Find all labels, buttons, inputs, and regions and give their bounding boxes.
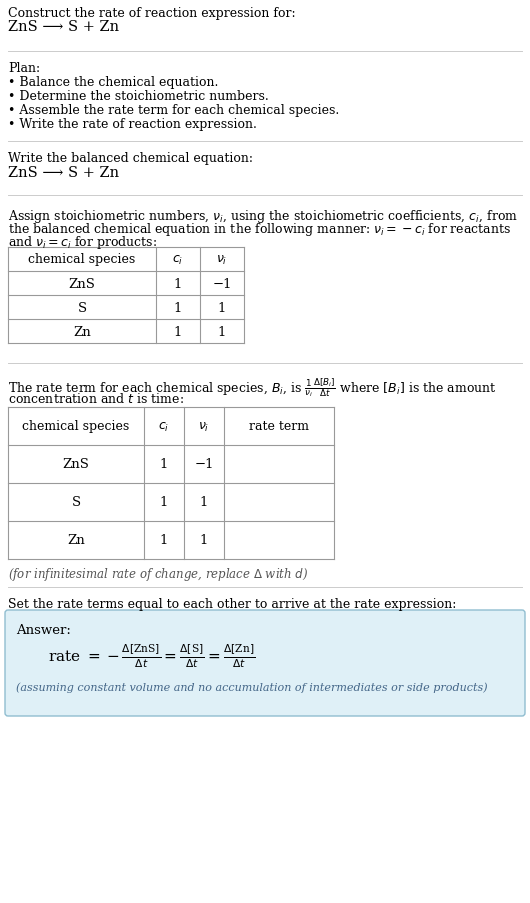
Text: Set the rate terms equal to each other to arrive at the rate expression:: Set the rate terms equal to each other t… bbox=[8, 598, 456, 610]
Text: • Write the rate of reaction expression.: • Write the rate of reaction expression. bbox=[8, 118, 257, 131]
Text: 1: 1 bbox=[200, 534, 208, 547]
Text: 1: 1 bbox=[160, 496, 168, 509]
Text: $\nu_i$: $\nu_i$ bbox=[198, 420, 210, 433]
Text: concentration and $t$ is time:: concentration and $t$ is time: bbox=[8, 392, 184, 405]
FancyBboxPatch shape bbox=[5, 610, 525, 716]
Text: $c_i$: $c_i$ bbox=[172, 253, 183, 266]
Text: ZnS: ZnS bbox=[63, 458, 90, 471]
Text: −1: −1 bbox=[212, 277, 232, 290]
Text: Construct the rate of reaction expression for:: Construct the rate of reaction expressio… bbox=[8, 7, 296, 20]
Text: rate $= -\frac{\Delta[\mathregular{ZnS}]}{\Delta t} = \frac{\Delta[\mathregular{: rate $= -\frac{\Delta[\mathregular{ZnS}]… bbox=[48, 641, 255, 669]
Text: 1: 1 bbox=[200, 496, 208, 509]
Text: The rate term for each chemical species, $B_i$, is $\frac{1}{\nu_i}\frac{\Delta[: The rate term for each chemical species,… bbox=[8, 376, 497, 398]
Text: rate term: rate term bbox=[249, 420, 309, 433]
Text: Answer:: Answer: bbox=[16, 623, 71, 637]
Text: • Assemble the rate term for each chemical species.: • Assemble the rate term for each chemic… bbox=[8, 104, 339, 116]
Text: Zn: Zn bbox=[67, 534, 85, 547]
Text: chemical species: chemical species bbox=[29, 253, 136, 266]
Text: S: S bbox=[72, 496, 81, 509]
Text: and $\nu_i = c_i$ for products:: and $\nu_i = c_i$ for products: bbox=[8, 234, 157, 251]
Text: ZnS ⟶ S + Zn: ZnS ⟶ S + Zn bbox=[8, 166, 119, 180]
Text: 1: 1 bbox=[174, 302, 182, 314]
Text: ZnS: ZnS bbox=[68, 277, 95, 290]
Text: −1: −1 bbox=[195, 458, 214, 471]
Text: (for infinitesimal rate of change, replace $\Delta$ with $d$): (for infinitesimal rate of change, repla… bbox=[8, 565, 308, 582]
Text: Write the balanced chemical equation:: Write the balanced chemical equation: bbox=[8, 152, 253, 165]
Text: chemical species: chemical species bbox=[22, 420, 130, 433]
Text: Zn: Zn bbox=[73, 325, 91, 338]
Text: 1: 1 bbox=[218, 325, 226, 338]
Text: 1: 1 bbox=[174, 325, 182, 338]
Text: S: S bbox=[77, 302, 86, 314]
Text: the balanced chemical equation in the following manner: $\nu_i = -c_i$ for react: the balanced chemical equation in the fo… bbox=[8, 220, 511, 237]
Text: 1: 1 bbox=[218, 302, 226, 314]
Text: 1: 1 bbox=[160, 534, 168, 547]
Text: ZnS ⟶ S + Zn: ZnS ⟶ S + Zn bbox=[8, 20, 119, 34]
Text: $c_i$: $c_i$ bbox=[158, 420, 170, 433]
Text: • Determine the stoichiometric numbers.: • Determine the stoichiometric numbers. bbox=[8, 90, 269, 103]
Text: 1: 1 bbox=[160, 458, 168, 471]
Text: • Balance the chemical equation.: • Balance the chemical equation. bbox=[8, 76, 218, 88]
Text: $\nu_i$: $\nu_i$ bbox=[216, 253, 228, 266]
Text: Assign stoichiometric numbers, $\nu_i$, using the stoichiometric coefficients, $: Assign stoichiometric numbers, $\nu_i$, … bbox=[8, 208, 518, 225]
Text: Plan:: Plan: bbox=[8, 62, 40, 75]
Text: 1: 1 bbox=[174, 277, 182, 290]
Text: (assuming constant volume and no accumulation of intermediates or side products): (assuming constant volume and no accumul… bbox=[16, 681, 488, 692]
